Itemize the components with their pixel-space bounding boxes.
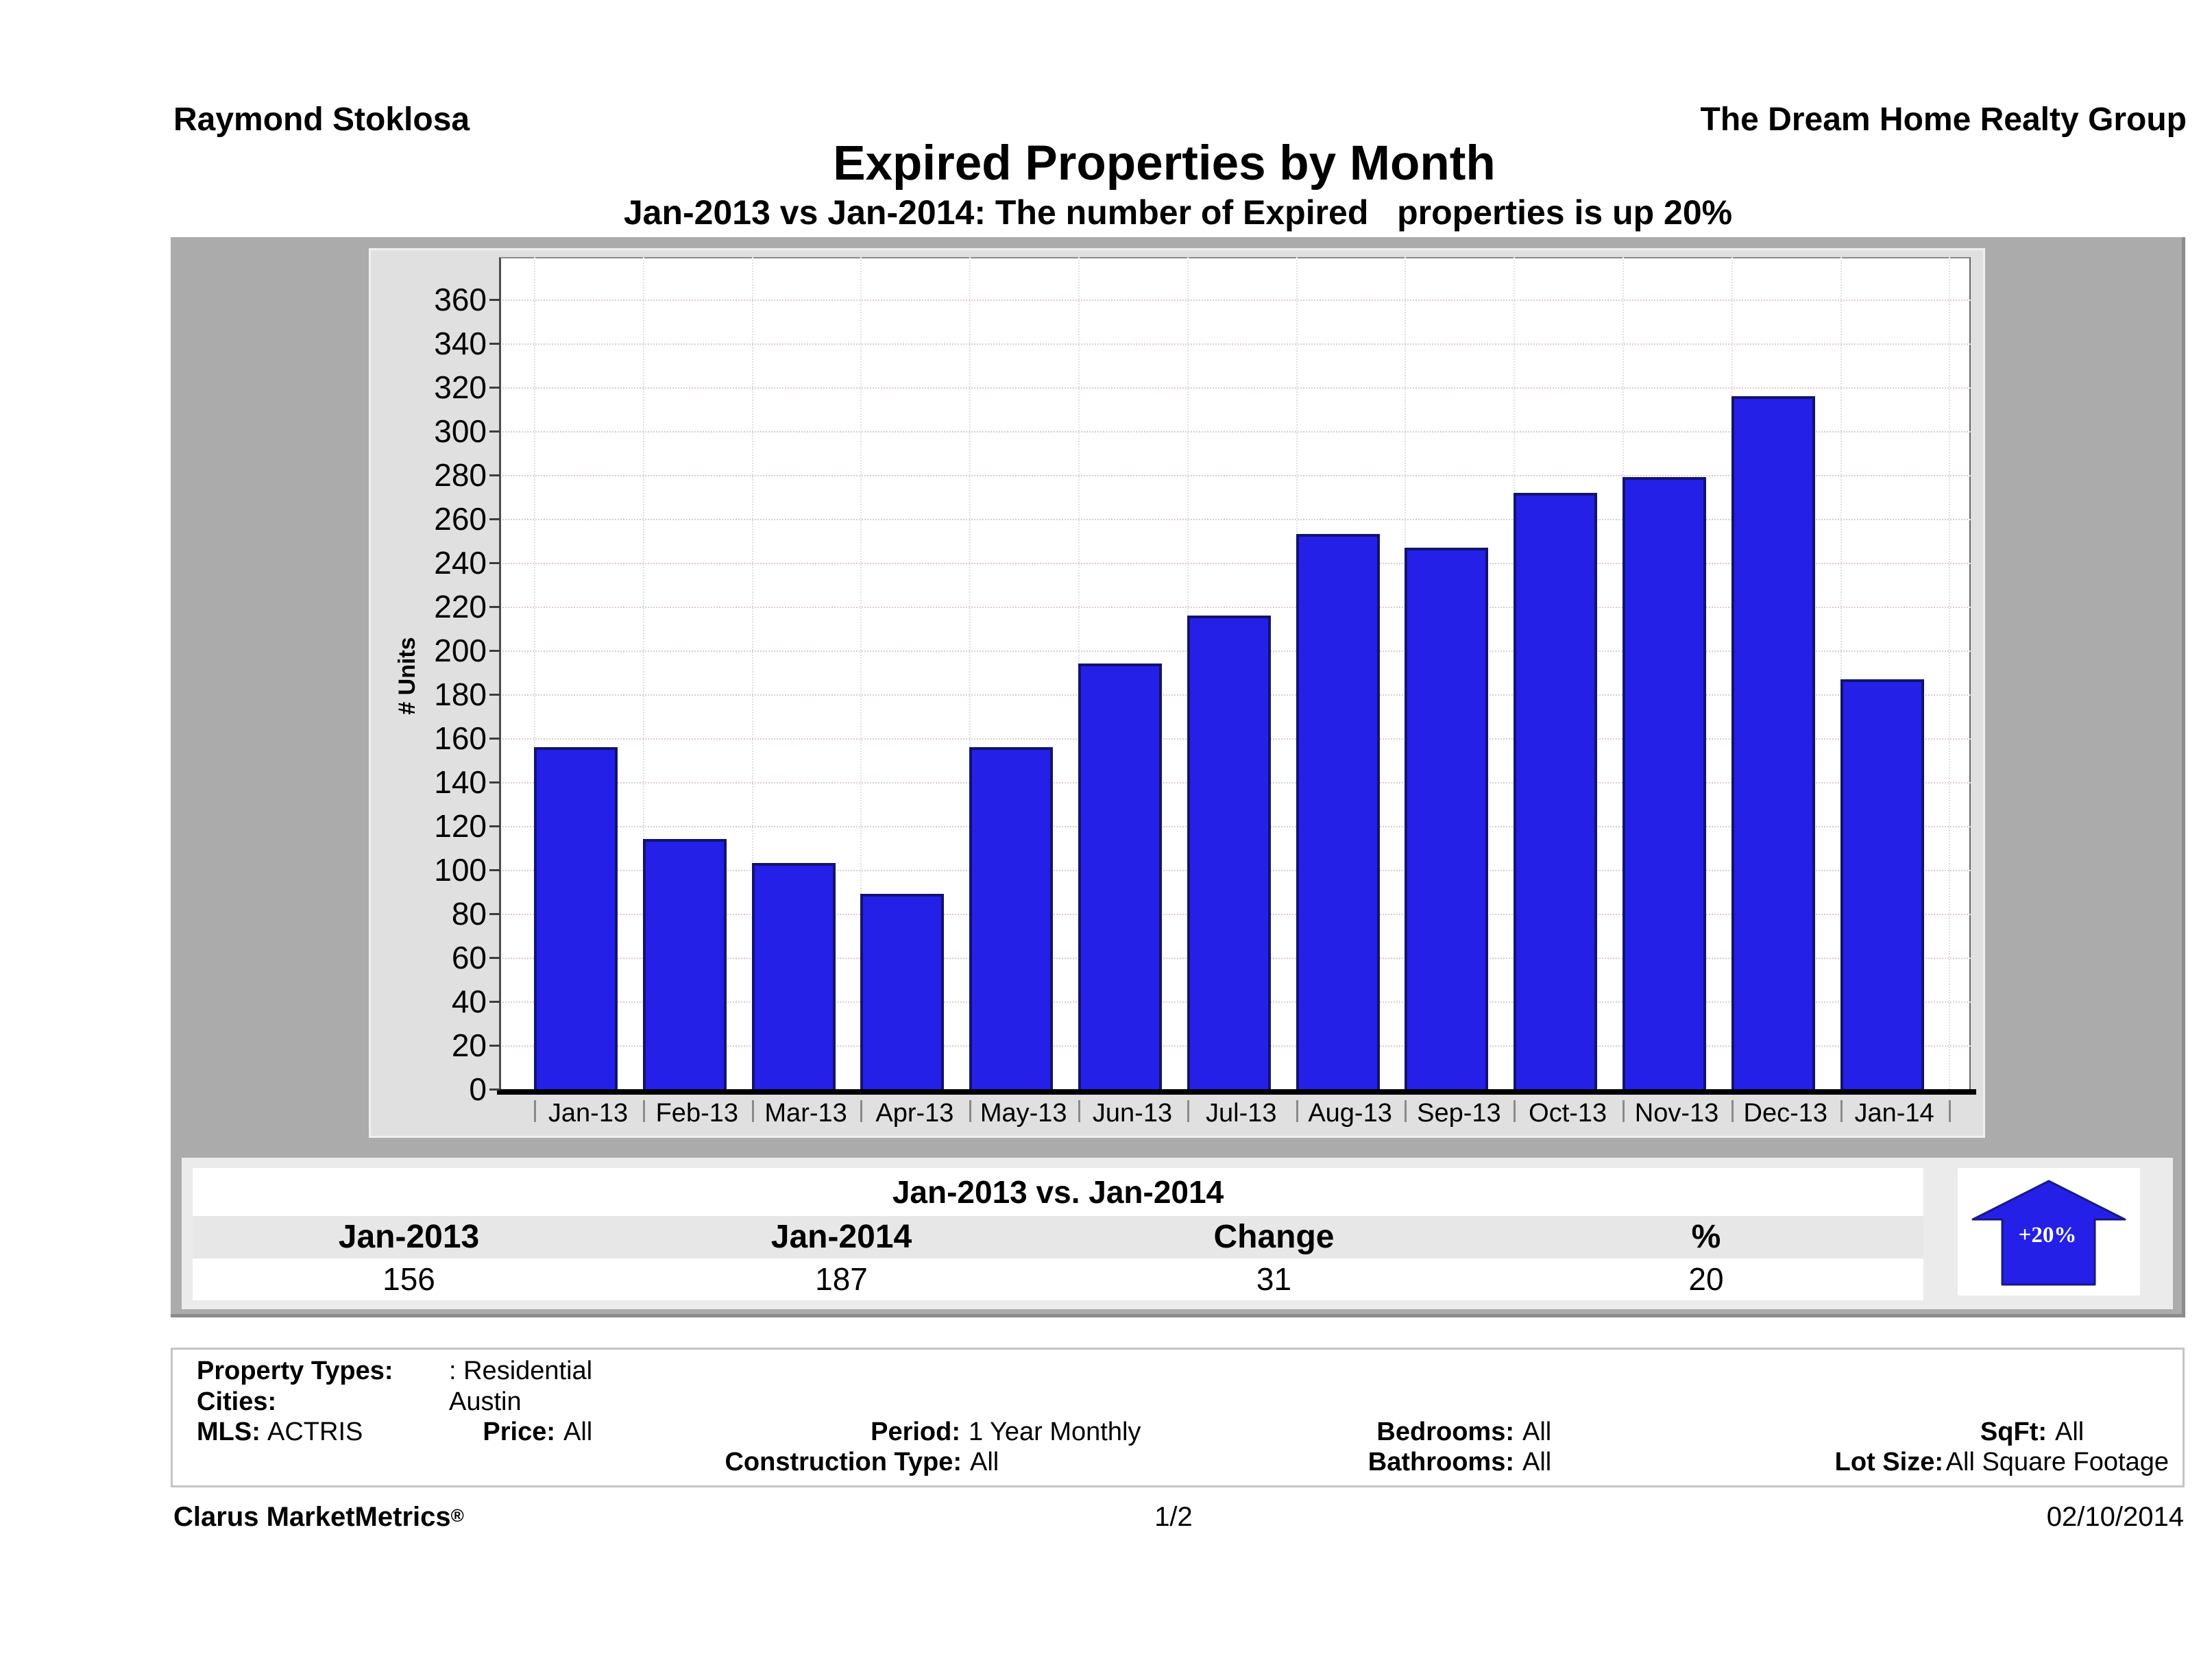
svg-text:+20%: +20% <box>2019 1223 2077 1248</box>
